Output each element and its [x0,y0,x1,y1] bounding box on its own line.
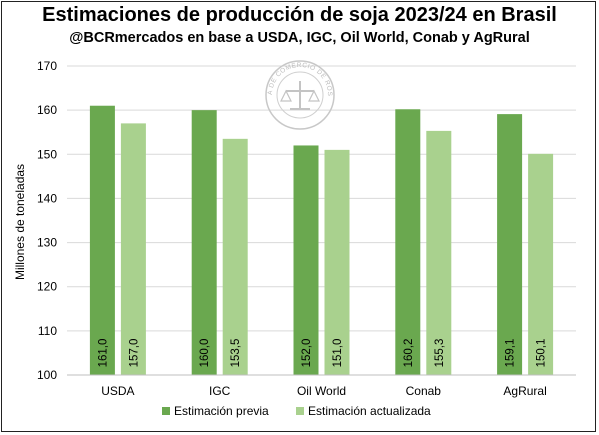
x-tick-label: Oil World [297,384,346,398]
seal-text: BOLSA DE COMERCIO DE ROSARIO [0,0,333,97]
y-tick-label: 160 [37,103,57,117]
y-tick-label: 130 [37,236,57,250]
data-label: 153,5 [230,339,242,368]
bar [89,105,115,375]
seal-outer-ring [265,60,335,130]
bar [497,114,523,375]
bar [395,109,421,375]
seal-scales [280,89,320,102]
seal-emblem [286,81,314,110]
data-label: 151,0 [332,339,344,368]
y-tick-label: 140 [37,191,57,205]
y-tick-label: 110 [38,324,57,338]
y-tick-label: 150 [37,147,57,161]
legend: Estimación previa Estimación actualizada [162,404,431,418]
bar [222,138,248,375]
data-label: 161,0 [97,339,109,368]
chart-subtitle: @BCRmercados en base a USDA, IGC, Oil Wo… [69,30,530,46]
data-label: 157,0 [128,339,140,368]
y-axis-label: Millones de toneladas [13,164,27,280]
seal-inner-ring [276,71,324,119]
bar [120,123,146,375]
x-tick-label: AgRural [503,384,546,398]
y-tick-label: 100 [37,368,57,382]
legend-label: Estimación actualizada [308,404,431,418]
data-label: 160,0 [199,339,211,368]
bar [324,149,350,375]
x-axis: USDA IGC Oil World Conab AgRural [67,374,576,398]
bar [528,153,554,375]
bar [293,145,319,375]
data-label: 155,3 [434,339,446,368]
y-tick-label: 120 [37,280,57,294]
data-label: 159,1 [505,339,517,368]
y-tick-label: 170 [37,59,57,73]
bar [426,130,452,375]
y-axis: 100 110 120 130 140 150 160 170 [37,59,57,382]
x-tick-label: Conab [406,384,442,398]
data-label: 160,2 [403,339,415,368]
x-tick-label: USDA [101,384,134,398]
legend-swatch [296,407,304,415]
bars: 161,0 157,0 160,0 153,5 152,0 151,0 160,2 155,3… [89,105,554,376]
bar [191,110,217,376]
x-tick-label: IGC [209,384,231,398]
legend-label: Estimación previa [174,404,269,418]
data-label: 152,0 [301,339,313,368]
chart-title: Estimaciones de producción de soja 2023/… [42,4,557,26]
legend-swatch [162,407,170,415]
data-label: 150,1 [536,339,548,368]
